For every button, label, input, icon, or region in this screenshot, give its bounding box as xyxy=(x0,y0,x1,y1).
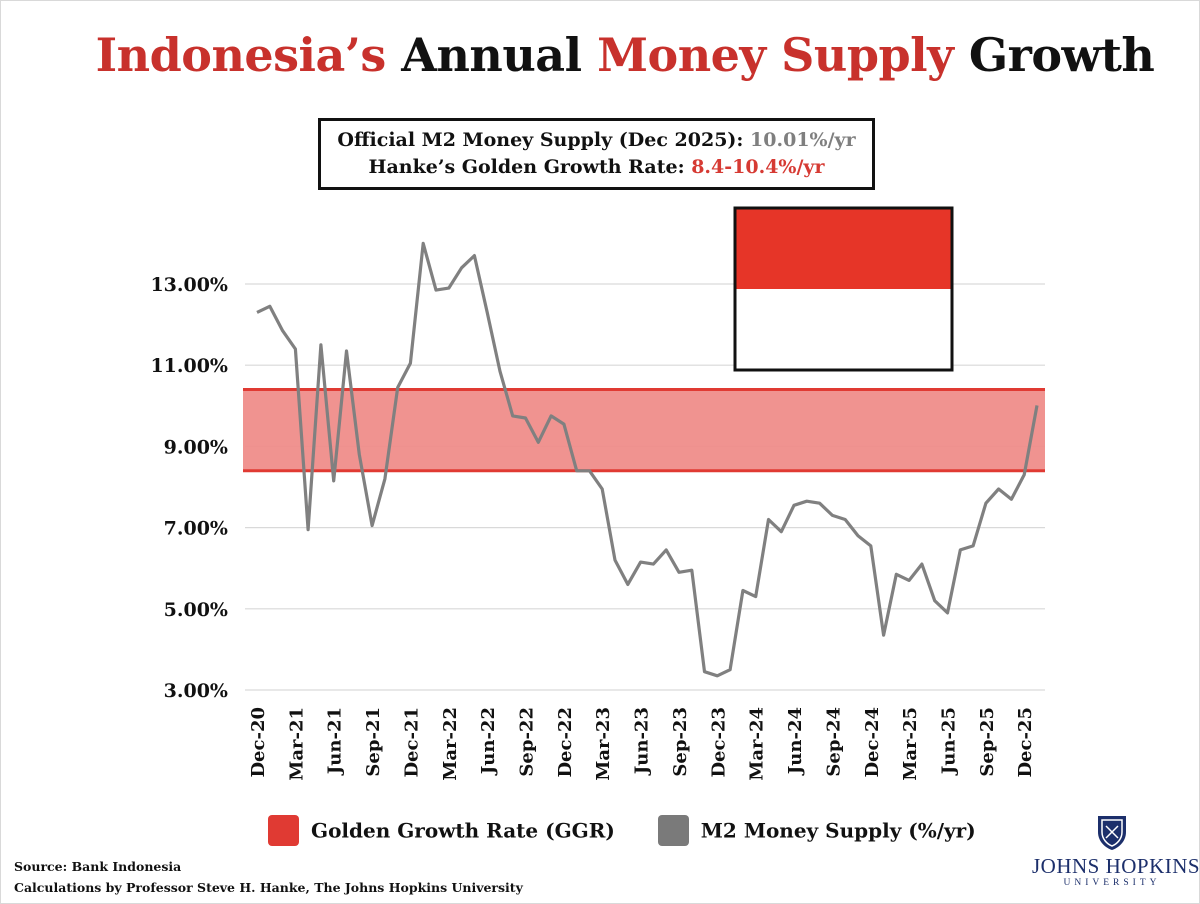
info-golden-value: 8.4-10.4%/yr xyxy=(691,156,825,178)
title-part-money-supply: Money Supply xyxy=(597,28,954,82)
golden-growth-band xyxy=(243,388,1045,473)
title-part-country: Indonesia’s xyxy=(95,28,387,82)
x-tick-label: Dec-22 xyxy=(555,707,576,778)
x-tick-label: Dec-21 xyxy=(401,707,422,778)
m2-series-line xyxy=(256,241,1039,678)
ggr-band-fill xyxy=(243,389,1045,471)
x-axis-ticks: Dec-20 Mar-21 Jun-21 Sep-21 Dec-21 Mar-22 Jun-… xyxy=(248,707,1036,781)
legend: Golden Growth Rate (GGR) M2 Money Supply… xyxy=(268,815,1012,851)
flag-red-stripe xyxy=(735,208,952,289)
y-tick-label: 3.00% xyxy=(164,680,228,702)
legend-item-ggr: Golden Growth Rate (GGR) xyxy=(268,815,615,846)
title-part-growth: Growth xyxy=(968,28,1155,82)
flag-white-stripe xyxy=(735,289,952,370)
y-tick-label: 7.00% xyxy=(164,518,228,540)
x-tick-label: Dec-24 xyxy=(862,707,883,778)
source-note: Source: Bank Indonesia Calculations by P… xyxy=(14,856,523,898)
info-line-golden-rate: Hanke’s Golden Growth Rate: 8.4-10.4%/yr xyxy=(321,154,872,181)
m2-series xyxy=(256,241,1039,678)
x-tick-label: Jun-21 xyxy=(325,707,346,776)
legend-label-ggr: Golden Growth Rate (GGR) xyxy=(311,818,615,843)
x-tick-label: Jun-22 xyxy=(478,707,499,776)
legend-swatch-ggr xyxy=(268,815,299,846)
flag-border xyxy=(733,206,954,372)
x-tick-label: Dec-25 xyxy=(1015,707,1036,778)
y-axis-ticks: 3.00% 5.00% 7.00% 9.00% 11.00% 13.00% xyxy=(150,274,228,702)
info-box: Official M2 Money Supply (Dec 2025): 10.… xyxy=(318,118,875,190)
legend-swatch-m2 xyxy=(657,815,689,846)
info-official-value: 10.01%/yr xyxy=(750,129,856,151)
johns-hopkins-logo: JOHNS HOPKINS UNIVERSITY xyxy=(1032,812,1200,892)
indonesia-flag-icon xyxy=(733,206,954,372)
legend-label-m2: M2 Money Supply (%/yr) xyxy=(700,818,976,843)
x-tick-label: Sep-23 xyxy=(670,707,691,777)
logo-name: JOHNS HOPKINS xyxy=(1032,854,1200,878)
x-tick-label: Jun-24 xyxy=(785,707,806,776)
source-line: Source: Bank Indonesia xyxy=(14,859,182,874)
x-tick-label: Mar-23 xyxy=(593,707,614,781)
logo-subtitle: UNIVERSITY xyxy=(1063,878,1161,888)
x-tick-label: Mar-21 xyxy=(286,707,307,781)
x-tick-label: Jun-25 xyxy=(938,707,959,776)
calculations-credit: Calculations by Professor Steve H. Hanke… xyxy=(14,880,523,895)
x-tick-label: Mar-24 xyxy=(747,707,768,781)
x-tick-label: Dec-23 xyxy=(708,707,729,778)
legend-item-m2: M2 Money Supply (%/yr) xyxy=(657,815,976,846)
title-part-annual: Annual xyxy=(401,28,582,82)
y-tick-label: 5.00% xyxy=(164,599,228,621)
y-tick-label: 13.00% xyxy=(150,274,228,296)
chart-title: Indonesia’s Annual Money Supply Growth xyxy=(0,28,1200,82)
x-tick-label: Sep-22 xyxy=(517,707,538,777)
info-golden-label: Hanke’s Golden Growth Rate: xyxy=(368,156,685,178)
shield-icon xyxy=(1098,816,1126,850)
info-line-official-m2: Official M2 Money Supply (Dec 2025): 10.… xyxy=(321,127,872,154)
x-tick-label: Sep-24 xyxy=(823,707,844,777)
x-tick-label: Jun-23 xyxy=(632,707,653,776)
x-tick-label: Sep-21 xyxy=(363,707,384,777)
y-tick-label: 11.00% xyxy=(150,355,228,377)
x-tick-label: Mar-25 xyxy=(900,707,921,781)
info-official-label: Official M2 Money Supply (Dec 2025): xyxy=(337,129,744,151)
y-tick-label: 9.00% xyxy=(164,436,228,458)
x-tick-label: Mar-22 xyxy=(440,707,461,781)
x-tick-label: Sep-25 xyxy=(977,707,998,777)
x-tick-label: Dec-20 xyxy=(248,707,269,778)
